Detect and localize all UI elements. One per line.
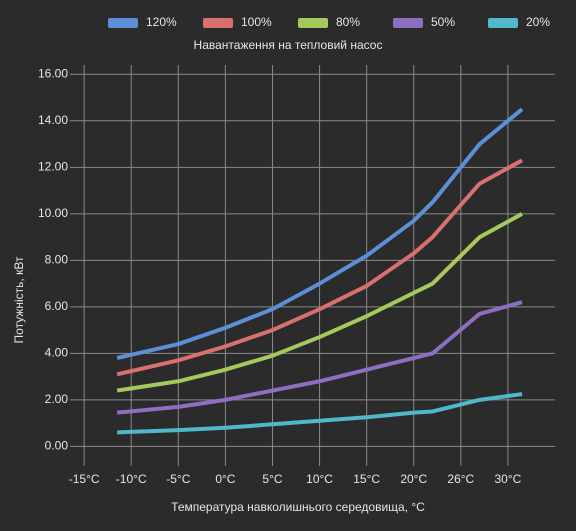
legend-swatch [488,18,518,28]
x-tick-label: -10°C [116,472,147,486]
x-tick-label: 10°C [306,472,333,486]
x-tick-label: -15°C [69,472,100,486]
y-tick-label: 14.00 [38,113,68,127]
x-tick-label: -5°C [166,472,190,486]
line-series [117,392,523,435]
y-tick-label: 10.00 [38,206,68,220]
legend-label: 80% [336,15,360,29]
legend-label: 120% [146,15,177,29]
x-tick-label: 15°C [353,472,380,486]
x-tick-label: 0°C [215,472,235,486]
x-tick-label: 20°C [400,472,427,486]
x-tick-label: 5°C [262,472,282,486]
y-tick-label: 0.00 [45,439,69,453]
y-tick-label: 12.00 [38,159,68,173]
y-axis-label: Потужність, кВт [12,256,26,343]
y-tick-label: 16.00 [38,66,68,80]
legend-label: 100% [241,15,272,29]
y-tick-label: 4.00 [45,346,69,360]
legend-swatch [108,18,138,28]
legend-label: 50% [431,15,455,29]
y-tick-label: 8.00 [45,253,69,267]
x-tick-label: 26°C [447,472,474,486]
line-series [116,300,523,415]
legend-swatch [393,18,423,28]
line-series [116,158,524,377]
y-tick-label: 6.00 [45,299,69,313]
legend-swatch [298,18,328,28]
x-tick-label: 30°C [495,472,522,486]
legend-swatch [203,18,233,28]
chart-title: Навантаження на тепловий насос [194,38,383,52]
x-axis-label: Температура навколишнього середовища, °C [171,500,425,514]
line-series [116,107,524,360]
line-series [116,212,524,393]
legend-label: 20% [526,15,550,29]
y-tick-label: 2.00 [45,392,69,406]
